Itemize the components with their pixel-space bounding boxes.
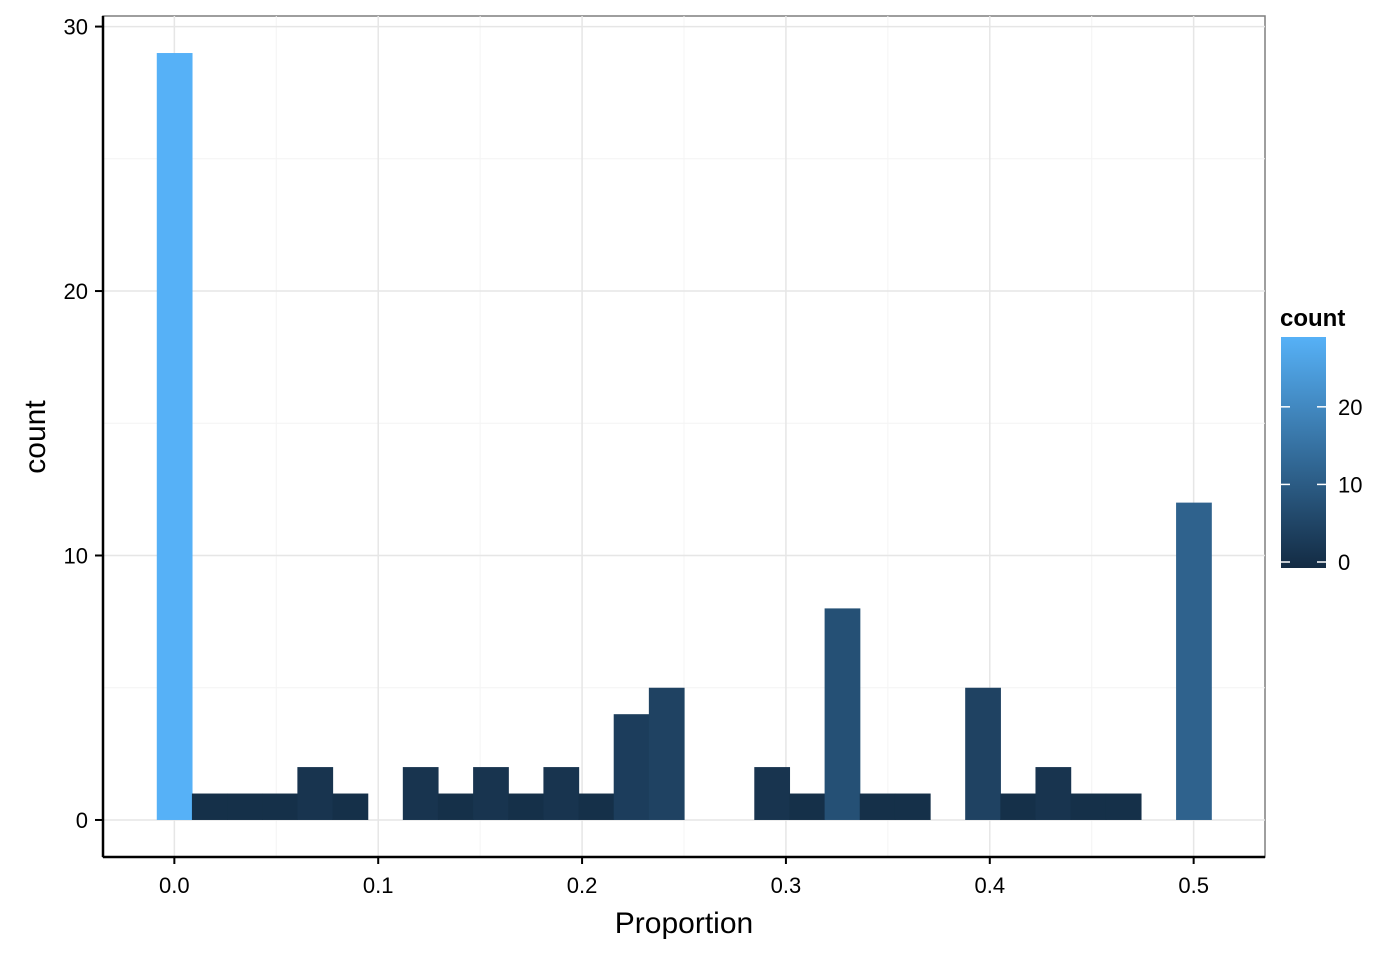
histogram-bar: [332, 793, 369, 820]
y-tick-label: 0: [76, 808, 88, 833]
histogram-bar: [1000, 793, 1037, 820]
x-tick-label: 0.0: [159, 873, 190, 898]
bars: [156, 53, 1212, 820]
histogram-bar: [859, 793, 896, 820]
y-ticks: 0 10 20 30: [64, 15, 103, 833]
legend-title: count: [1280, 305, 1345, 332]
legend-label: 20: [1338, 395, 1362, 420]
histogram-bar: [402, 767, 439, 820]
legend-label: 0: [1338, 550, 1350, 575]
histogram-bar: [262, 793, 298, 820]
histogram-bar: [191, 793, 228, 820]
histogram-bar: [508, 793, 544, 820]
histogram-bar: [648, 687, 685, 820]
x-tick-label: 0.5: [1178, 873, 1209, 898]
histogram-bar: [473, 767, 509, 820]
histogram-bar: [613, 714, 650, 820]
histogram-bar: [297, 767, 334, 820]
histogram-bar: [1035, 767, 1072, 820]
x-tick-label: 0.1: [363, 873, 394, 898]
histogram-bar: [1105, 793, 1142, 820]
y-tick-label: 30: [64, 15, 88, 40]
x-tick-label: 0.2: [567, 873, 598, 898]
y-axis-title: count: [19, 400, 52, 474]
x-ticks: 0.0 0.1 0.2 0.3 0.4 0.5: [159, 857, 1209, 898]
histogram-bar: [578, 793, 615, 820]
histogram-bar: [156, 53, 193, 820]
histogram-bar: [227, 793, 263, 820]
legend-colorbar: [1281, 337, 1326, 568]
histogram-bar: [1070, 793, 1107, 820]
x-tick-label: 0.4: [974, 873, 1005, 898]
histogram-bar: [543, 767, 580, 820]
x-axis-title: Proportion: [615, 907, 753, 940]
histogram-bar: [824, 608, 861, 820]
legend: count 0 10 20: [1280, 305, 1362, 575]
x-tick-label: 0.3: [771, 873, 802, 898]
y-tick-label: 10: [64, 544, 88, 569]
histogram-bar: [754, 767, 791, 820]
legend-label: 10: [1338, 472, 1362, 497]
histogram-bar: [437, 793, 474, 820]
axes: [101, 16, 1265, 859]
histogram-bar: [789, 793, 826, 820]
histogram-bar: [1176, 502, 1212, 820]
histogram-bar: [894, 793, 931, 820]
y-tick-label: 20: [64, 279, 88, 304]
histogram-bar: [965, 687, 1001, 820]
